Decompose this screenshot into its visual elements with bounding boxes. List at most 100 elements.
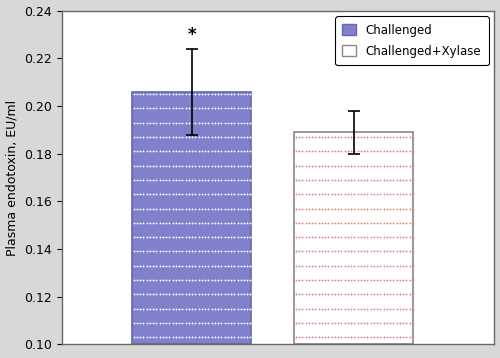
- Point: [350, 163, 358, 169]
- Point: [396, 149, 404, 154]
- Point: [347, 320, 355, 326]
- Point: [208, 306, 216, 311]
- Point: [354, 191, 362, 197]
- Point: [175, 248, 183, 254]
- Point: [152, 149, 160, 154]
- Point: [240, 234, 248, 240]
- Point: [166, 291, 173, 297]
- Point: [386, 320, 394, 326]
- Point: [298, 234, 306, 240]
- Point: [237, 177, 245, 183]
- Point: [392, 248, 400, 254]
- Point: [234, 234, 241, 240]
- Point: [366, 248, 374, 254]
- Point: [318, 277, 326, 283]
- Point: [220, 277, 228, 283]
- Point: [390, 220, 398, 226]
- Point: [324, 248, 332, 254]
- Point: [218, 306, 226, 311]
- Point: [133, 205, 141, 211]
- Point: [383, 163, 391, 169]
- Point: [175, 120, 183, 126]
- Point: [246, 291, 254, 297]
- Point: [204, 106, 212, 111]
- Point: [314, 134, 322, 140]
- Point: [159, 334, 167, 340]
- Point: [188, 120, 196, 126]
- Point: [185, 334, 193, 340]
- Point: [159, 149, 167, 154]
- Point: [392, 149, 400, 154]
- Point: [140, 120, 147, 126]
- Point: [185, 291, 193, 297]
- Point: [243, 134, 251, 140]
- Point: [240, 248, 248, 254]
- Point: [142, 291, 150, 297]
- Point: [354, 220, 362, 226]
- Point: [357, 177, 365, 183]
- Point: [305, 149, 313, 154]
- Point: [230, 120, 238, 126]
- Point: [204, 234, 212, 240]
- Point: [218, 263, 226, 268]
- Point: [130, 248, 138, 254]
- Point: [366, 134, 374, 140]
- Point: [168, 91, 176, 97]
- Point: [142, 91, 150, 97]
- Point: [396, 248, 404, 254]
- Point: [156, 220, 164, 226]
- Point: [192, 106, 200, 111]
- Point: [324, 191, 332, 197]
- Point: [409, 234, 417, 240]
- Point: [211, 220, 219, 226]
- Point: [178, 248, 186, 254]
- Point: [230, 277, 238, 283]
- Point: [360, 277, 368, 283]
- Point: [230, 106, 238, 111]
- Point: [133, 248, 141, 254]
- Point: [246, 91, 254, 97]
- Point: [224, 91, 232, 97]
- Point: [409, 220, 417, 226]
- Point: [246, 163, 254, 169]
- Point: [338, 291, 345, 297]
- Point: [318, 177, 326, 183]
- Point: [390, 306, 398, 311]
- Point: [366, 163, 374, 169]
- Point: [360, 248, 368, 254]
- Point: [130, 205, 138, 211]
- Point: [366, 177, 374, 183]
- Point: [312, 291, 320, 297]
- Point: [308, 163, 316, 169]
- Point: [166, 120, 173, 126]
- Point: [314, 263, 322, 268]
- Point: [194, 334, 202, 340]
- Point: [402, 134, 410, 140]
- Point: [373, 248, 381, 254]
- Point: [227, 306, 235, 311]
- Point: [334, 191, 342, 197]
- Point: [142, 234, 150, 240]
- Point: [185, 106, 193, 111]
- Point: [390, 234, 398, 240]
- Point: [237, 263, 245, 268]
- Point: [360, 163, 368, 169]
- Point: [175, 334, 183, 340]
- Point: [130, 220, 138, 226]
- Point: [396, 291, 404, 297]
- Point: [220, 91, 228, 97]
- Point: [386, 220, 394, 226]
- Point: [220, 149, 228, 154]
- Point: [237, 320, 245, 326]
- Point: [314, 177, 322, 183]
- Point: [214, 205, 222, 211]
- Point: [142, 205, 150, 211]
- Point: [214, 334, 222, 340]
- Point: [156, 306, 164, 311]
- Point: [211, 191, 219, 197]
- Point: [347, 134, 355, 140]
- Point: [373, 234, 381, 240]
- Point: [312, 205, 320, 211]
- Point: [214, 149, 222, 154]
- Point: [211, 177, 219, 183]
